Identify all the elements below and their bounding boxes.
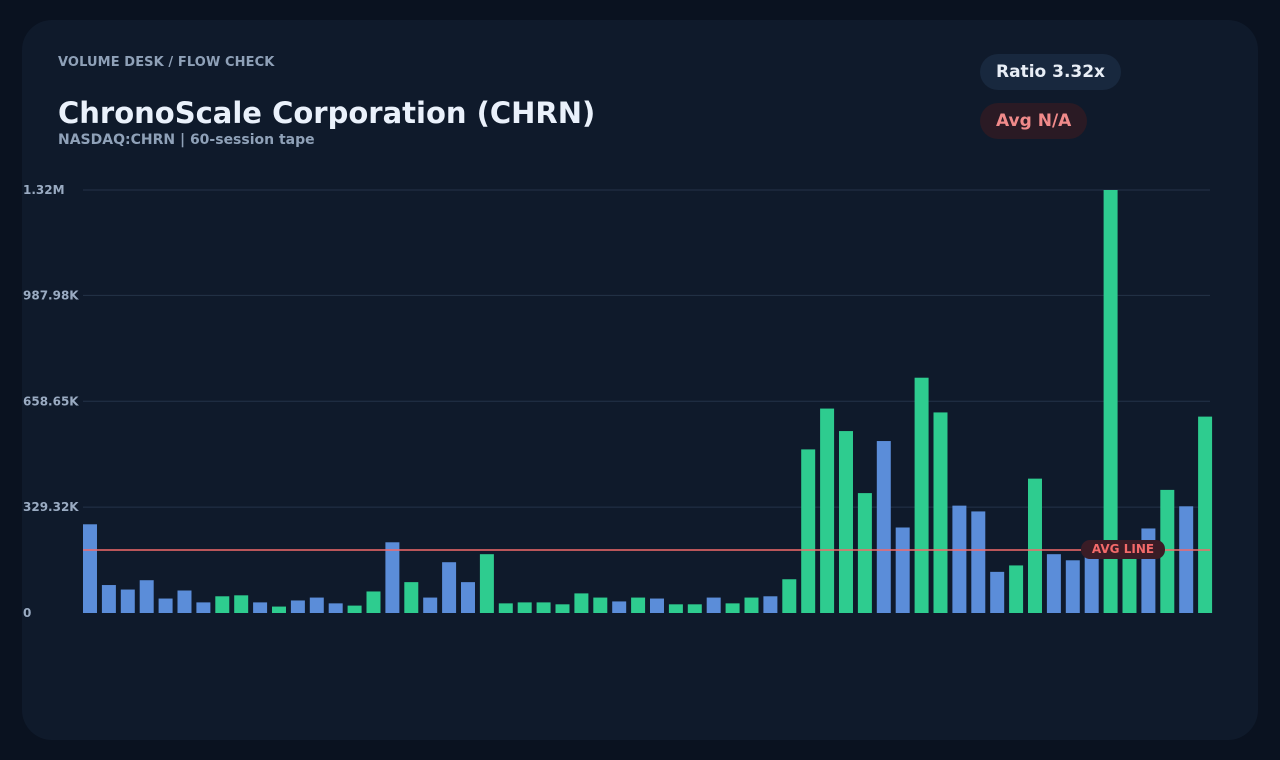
volume-bar bbox=[650, 598, 664, 613]
volume-bar bbox=[234, 595, 249, 613]
volume-bar bbox=[933, 412, 948, 613]
volume-bar bbox=[442, 562, 457, 613]
volume-bar bbox=[101, 585, 116, 613]
volume-bar bbox=[461, 582, 475, 613]
volume-bar bbox=[498, 603, 513, 613]
avg-line-tag bbox=[1081, 540, 1165, 559]
volume-bar bbox=[215, 596, 230, 613]
volume-bar bbox=[687, 604, 702, 613]
volume-bar bbox=[1046, 554, 1061, 613]
page-title: ChronoScale Corporation (CHRN) bbox=[58, 96, 596, 130]
volume-bar bbox=[536, 602, 551, 613]
ratio-badge: Ratio 3.32x bbox=[980, 54, 1122, 90]
volume-bar bbox=[839, 431, 853, 613]
y-tick-label: 329.32K bbox=[23, 500, 79, 514]
volume-bar bbox=[1028, 478, 1042, 613]
volume-bar bbox=[177, 590, 192, 613]
volume-bar bbox=[1122, 555, 1137, 613]
volume-bar bbox=[1009, 565, 1024, 613]
volume-bar bbox=[593, 597, 608, 613]
volume-bar bbox=[612, 601, 627, 613]
volume-bar bbox=[479, 554, 494, 613]
volume-bar bbox=[1103, 190, 1118, 613]
volume-bar bbox=[574, 593, 589, 613]
volume-bar bbox=[631, 597, 646, 613]
volume-bar bbox=[517, 602, 532, 613]
volume-bar bbox=[83, 524, 97, 613]
volume-bar bbox=[385, 542, 400, 613]
volume-bar bbox=[876, 441, 891, 613]
volume-bar bbox=[366, 591, 381, 613]
volume-bar bbox=[1179, 506, 1194, 613]
volume-bar bbox=[1198, 416, 1213, 613]
volume-bar bbox=[196, 602, 211, 613]
y-tick-label: 658.65K bbox=[23, 394, 79, 408]
breadcrumb: VOLUME DESK / FLOW CHECK bbox=[58, 55, 275, 70]
volume-bar bbox=[158, 598, 173, 613]
volume-bar bbox=[820, 408, 835, 613]
volume-bar bbox=[555, 604, 570, 613]
volume-bar bbox=[706, 597, 721, 613]
grid-lines bbox=[83, 189, 1210, 508]
volume-bar bbox=[782, 579, 797, 613]
y-tick-label: 987.98K bbox=[23, 288, 79, 302]
volume-bar bbox=[668, 604, 683, 613]
volume-bars bbox=[83, 190, 1213, 613]
avg-line-group: AVG LINE bbox=[83, 540, 1210, 559]
volume-bar bbox=[952, 505, 967, 613]
y-tick-label: 1.32M bbox=[23, 183, 65, 197]
chart-card bbox=[22, 20, 1258, 740]
volume-bar bbox=[1084, 550, 1099, 613]
volume-bar bbox=[895, 527, 910, 613]
volume-bar bbox=[1160, 489, 1175, 613]
volume-bar bbox=[971, 511, 986, 613]
y-axis-ticks: 0 329.32K 658.65K 987.98K 1.32M bbox=[23, 183, 79, 620]
volume-bar bbox=[725, 603, 740, 613]
volume-bar bbox=[253, 602, 268, 613]
volume-bar bbox=[801, 449, 816, 613]
volume-bar bbox=[423, 597, 438, 613]
volume-bar bbox=[914, 377, 929, 613]
volume-bar bbox=[290, 600, 305, 613]
volume-bar bbox=[309, 597, 324, 613]
volume-bar bbox=[857, 493, 872, 613]
volume-bar bbox=[272, 606, 286, 613]
volume-bar bbox=[763, 596, 778, 613]
y-tick-label: 0 bbox=[23, 606, 31, 620]
avg-badge: Avg N/A bbox=[980, 103, 1088, 139]
volume-bar bbox=[1065, 560, 1080, 613]
volume-bar bbox=[347, 605, 362, 613]
volume-bar bbox=[404, 582, 419, 613]
volume-bar bbox=[990, 571, 1005, 613]
volume-bar bbox=[120, 589, 135, 613]
page-subtitle: NASDAQ:CHRN | 60-session tape bbox=[58, 132, 315, 148]
avg-line-label: AVG LINE bbox=[1092, 542, 1154, 556]
volume-bar bbox=[328, 603, 343, 613]
volume-bar bbox=[139, 580, 154, 613]
volume-bar bbox=[744, 597, 759, 613]
